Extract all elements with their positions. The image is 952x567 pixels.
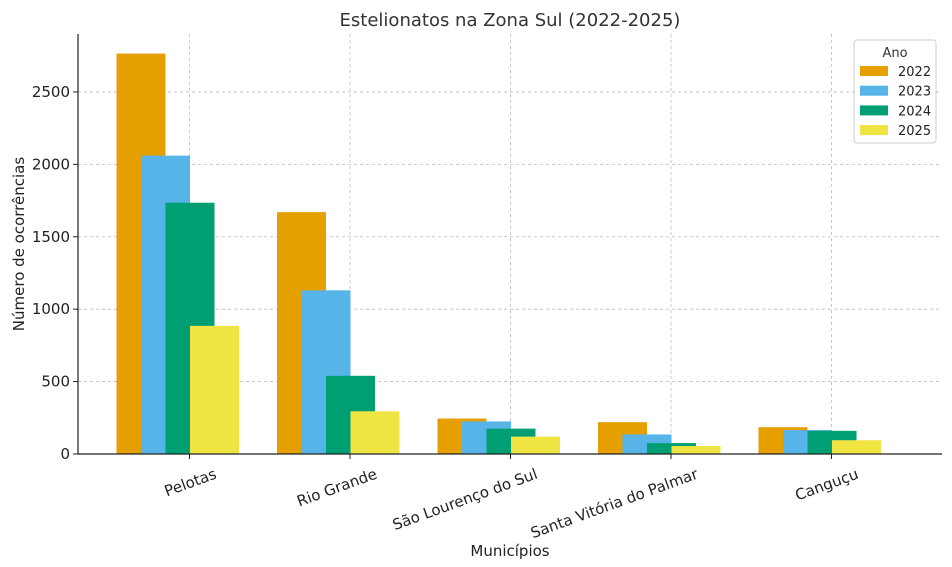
legend-label-2025: 2025	[898, 124, 931, 139]
y-tick-label: 1500	[32, 228, 70, 246]
legend-swatch-2022	[860, 66, 888, 76]
x-ticks: Pelotas Rio Grande São Lourenço do SulSant…	[162, 454, 861, 542]
y-tick-label: 500	[41, 373, 70, 391]
bar-2025-1	[350, 411, 400, 454]
legend-box	[853, 39, 937, 144]
legend: Ano 2022 2023 2024 2025	[853, 39, 937, 144]
y-tick-label: 2000	[32, 155, 70, 173]
x-tick-label: Santa Vitória do Palmar	[528, 465, 701, 543]
bars	[116, 53, 881, 455]
x-tick-label: Pelotas	[162, 465, 219, 500]
y-tick-label: 1000	[32, 300, 70, 318]
y-axis-label: Número de ocorrências	[10, 157, 28, 332]
x-axis-label: Municípios	[470, 542, 549, 560]
legend-swatch-2023	[860, 85, 888, 96]
x-tick-label: São Lourenço do Sul	[390, 465, 540, 534]
x-tick-label: Canguçu	[793, 465, 861, 504]
y-ticks: 0 500 1000 1500 2000 2500	[32, 83, 78, 463]
legend-label-2024: 2024	[898, 104, 931, 119]
legend-label-2023: 2023	[898, 85, 931, 100]
bar-2025-2	[511, 436, 560, 454]
legend-label-2022: 2022	[898, 65, 931, 80]
bar-2025-3	[671, 446, 721, 454]
legend-swatch-2025	[860, 125, 888, 136]
chart-title: Estelionatos na Zona Sul (2022-2025)	[340, 10, 681, 31]
x-tick-label: Rio Grande	[294, 465, 379, 511]
bar-2025-0	[190, 325, 239, 454]
legend-swatch-2024	[860, 105, 888, 116]
legend-title: Ano	[882, 46, 907, 61]
y-tick-label: 0	[60, 445, 70, 463]
bar-2025-4	[832, 440, 881, 454]
y-tick-label: 2500	[32, 83, 70, 101]
